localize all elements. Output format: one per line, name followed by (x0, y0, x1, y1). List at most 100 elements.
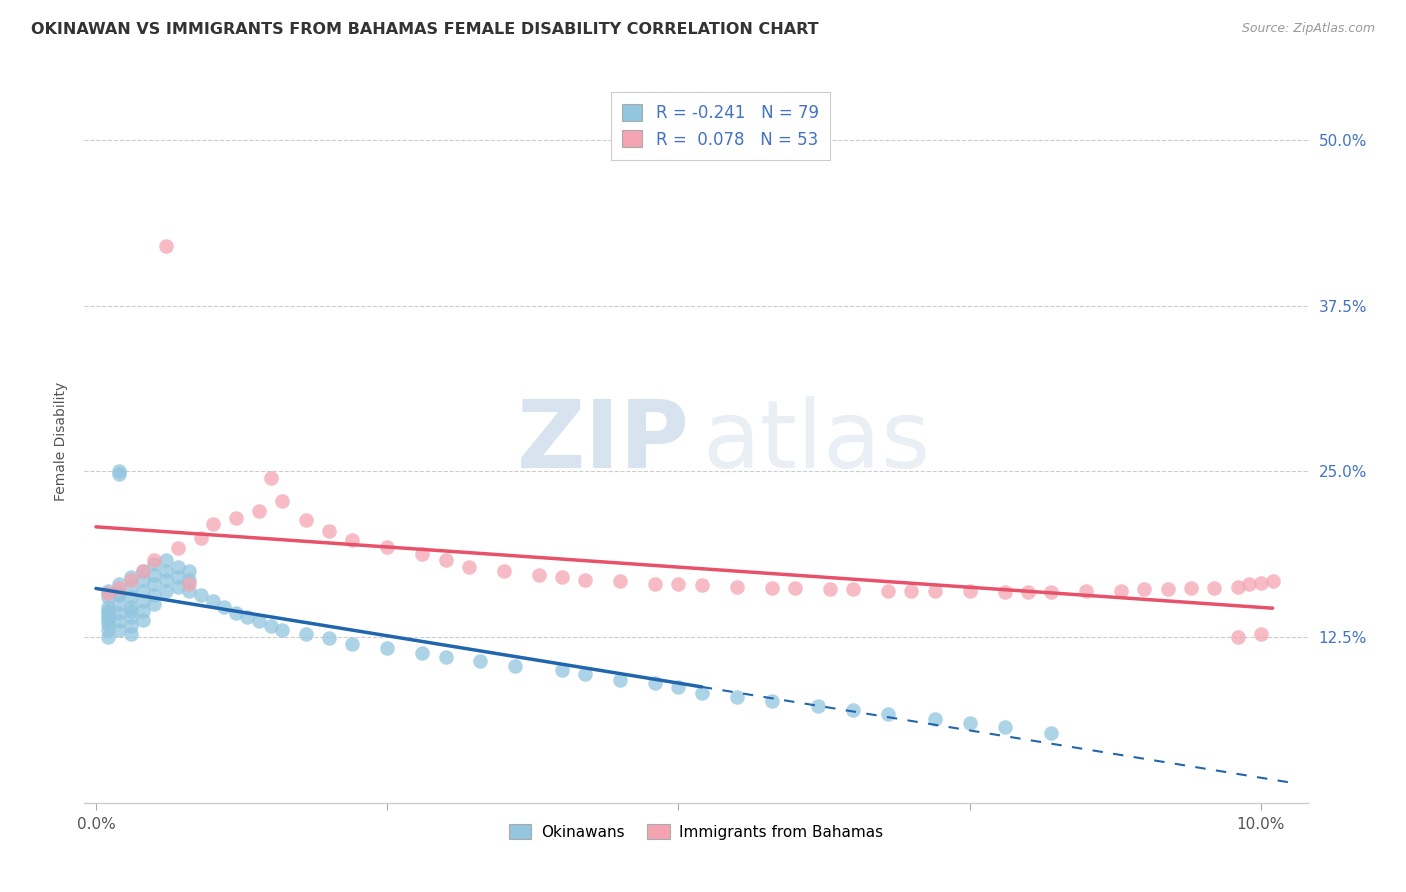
Point (179, 573, 201, 587)
Point (492, 564, 515, 578)
Point (108, 464, 131, 478)
Point (1226, 630, 1249, 644)
Point (120, 573, 142, 587)
Point (120, 599, 142, 614)
Point (143, 557, 166, 571)
Point (143, 567, 166, 582)
Point (155, 564, 177, 578)
Y-axis label: Female Disability: Female Disability (55, 382, 69, 501)
Point (190, 588, 212, 602)
Point (1157, 582, 1180, 597)
Point (959, 716, 981, 731)
Point (120, 619, 142, 633)
Point (411, 646, 433, 660)
Point (190, 531, 212, 545)
Point (97, 613, 120, 627)
Point (155, 573, 177, 587)
Point (761, 581, 783, 595)
Point (924, 583, 946, 598)
Point (294, 627, 316, 641)
Point (108, 597, 131, 611)
Point (1133, 582, 1156, 597)
Point (725, 690, 748, 704)
Point (690, 578, 713, 592)
Legend: Okinawans, Immigrants from Bahamas: Okinawans, Immigrants from Bahamas (502, 818, 890, 846)
Point (143, 588, 166, 602)
Point (97, 624, 120, 638)
Point (1109, 583, 1132, 598)
Point (97, 630, 120, 644)
Point (924, 712, 946, 726)
Point (668, 577, 690, 591)
Point (97, 586, 120, 600)
Point (318, 524, 340, 538)
Point (434, 553, 457, 567)
Point (247, 614, 270, 628)
Text: ZIP: ZIP (517, 395, 690, 488)
Point (201, 517, 224, 532)
Point (120, 627, 142, 641)
Point (959, 583, 981, 598)
Point (668, 681, 690, 695)
Point (143, 577, 166, 591)
Point (155, 583, 177, 598)
Point (807, 699, 830, 714)
Point (375, 540, 398, 554)
Point (108, 586, 131, 600)
Point (166, 541, 188, 556)
Point (179, 583, 201, 598)
Point (271, 624, 294, 638)
Point (551, 663, 574, 677)
Point (342, 637, 364, 651)
Point (179, 564, 201, 578)
Point (131, 564, 153, 578)
Point (108, 624, 131, 638)
Point (527, 567, 550, 582)
Point (375, 640, 398, 655)
Point (644, 676, 666, 690)
Point (212, 599, 235, 614)
Point (470, 654, 492, 668)
Point (294, 513, 316, 527)
Point (120, 591, 142, 605)
Point (1239, 577, 1261, 591)
Point (120, 570, 142, 584)
Point (166, 580, 188, 594)
Point (574, 573, 596, 587)
Point (1040, 585, 1063, 599)
Point (131, 603, 153, 617)
Point (108, 606, 131, 620)
Point (97, 599, 120, 614)
Point (609, 574, 631, 589)
Point (551, 570, 574, 584)
Point (644, 577, 666, 591)
Point (120, 580, 142, 594)
Point (236, 610, 259, 624)
Point (609, 673, 631, 687)
Point (97, 606, 120, 620)
Point (877, 583, 900, 598)
Point (108, 588, 131, 602)
Point (97, 616, 120, 631)
Point (155, 553, 177, 567)
Point (97, 603, 120, 617)
Point (108, 467, 131, 481)
Point (120, 603, 142, 617)
Point (1226, 580, 1249, 594)
Text: OKINAWAN VS IMMIGRANTS FROM BAHAMAS FEMALE DISABILITY CORRELATION CHART: OKINAWAN VS IMMIGRANTS FROM BAHAMAS FEMA… (31, 22, 818, 37)
Text: atlas: atlas (702, 395, 931, 488)
Point (505, 659, 527, 673)
Point (131, 583, 153, 598)
Point (201, 594, 224, 608)
Point (994, 585, 1017, 599)
Point (900, 583, 922, 598)
Point (108, 577, 131, 591)
Point (1076, 583, 1098, 598)
Point (574, 667, 596, 681)
Point (108, 581, 131, 595)
Point (1250, 575, 1272, 590)
Point (1204, 581, 1226, 595)
Point (783, 581, 806, 595)
Point (179, 577, 201, 591)
Point (271, 493, 294, 508)
